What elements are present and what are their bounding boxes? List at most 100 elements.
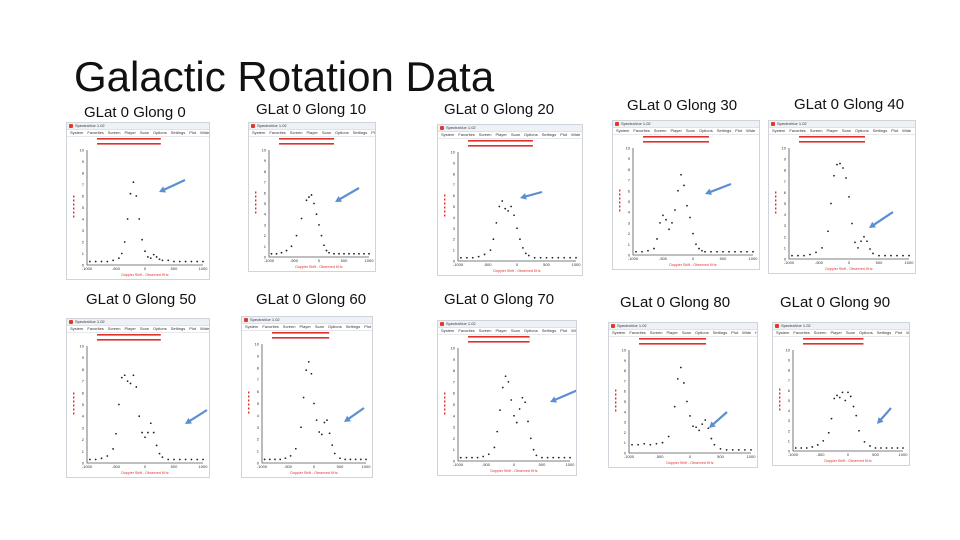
- menu-item[interactable]: Favorites: [629, 330, 646, 335]
- menu-item[interactable]: Favorites: [87, 130, 104, 135]
- menu-item[interactable]: Favorites: [793, 330, 810, 335]
- x-tick-label: 500: [543, 262, 550, 267]
- menu-item[interactable]: Player: [826, 128, 838, 133]
- menu-item[interactable]: Screen: [813, 330, 827, 335]
- menu-item[interactable]: Options: [334, 130, 349, 135]
- menu-item[interactable]: Scan: [321, 130, 331, 135]
- menu-item[interactable]: Wide: [902, 128, 912, 133]
- menu-item[interactable]: Scan: [510, 132, 520, 137]
- menu-item[interactable]: Scan: [681, 330, 691, 335]
- menu-item[interactable]: Player: [306, 130, 318, 135]
- menu-item[interactable]: Player: [299, 324, 311, 329]
- menu-item[interactable]: Player: [124, 326, 136, 331]
- menu-item[interactable]: Player: [124, 130, 136, 135]
- menu-item[interactable]: Screen: [653, 128, 667, 133]
- menu-item[interactable]: Wide: [742, 330, 752, 335]
- menu-item[interactable]: Screen: [809, 128, 823, 133]
- menu-item[interactable]: Settings: [170, 326, 186, 331]
- menu-item[interactable]: Wide: [746, 128, 756, 133]
- menu-item[interactable]: Wide: [200, 130, 210, 135]
- menu-item[interactable]: Help: [915, 128, 916, 133]
- menu-item[interactable]: Plot: [735, 128, 743, 133]
- menu-item[interactable]: Wide: [571, 328, 576, 333]
- menu-item[interactable]: Favorites: [262, 324, 279, 329]
- menu-item[interactable]: Screen: [107, 326, 121, 331]
- menu-item[interactable]: System: [616, 128, 630, 133]
- menu-item[interactable]: Plot: [560, 132, 568, 137]
- menu-item[interactable]: System: [70, 326, 84, 331]
- menu-item[interactable]: System: [70, 130, 84, 135]
- menu-item[interactable]: Screen: [649, 330, 663, 335]
- menu-item[interactable]: Screen: [289, 130, 303, 135]
- menu-item[interactable]: Favorites: [458, 132, 475, 137]
- menu-item[interactable]: Plot: [891, 128, 899, 133]
- y-tick-label: 5: [82, 205, 85, 210]
- menu-item[interactable]: Wide: [571, 132, 581, 137]
- menu-item[interactable]: Plot: [895, 330, 903, 335]
- menu-item[interactable]: Player: [670, 128, 682, 133]
- menu-item[interactable]: Player: [495, 132, 507, 137]
- menu-item[interactable]: Options: [698, 128, 713, 133]
- menu-item[interactable]: Scan: [139, 130, 149, 135]
- menu-item[interactable]: Scan: [510, 328, 520, 333]
- data-point: [489, 249, 492, 251]
- menu-item[interactable]: Options: [327, 324, 342, 329]
- menu-item[interactable]: System: [252, 130, 266, 135]
- menu-item[interactable]: Plot: [731, 330, 739, 335]
- menu-item[interactable]: Options: [694, 330, 709, 335]
- menu-item[interactable]: Settings: [876, 330, 892, 335]
- menu-item[interactable]: Plot: [364, 324, 372, 329]
- menu-item[interactable]: Player: [495, 328, 507, 333]
- menu-item[interactable]: Scan: [845, 330, 855, 335]
- menu-item[interactable]: Screen: [107, 130, 121, 135]
- menu-item[interactable]: Favorites: [87, 326, 104, 331]
- menu-item[interactable]: Plot: [371, 130, 375, 135]
- menu-item[interactable]: Settings: [352, 130, 368, 135]
- menu-item[interactable]: Settings: [712, 330, 728, 335]
- menu-item[interactable]: Favorites: [633, 128, 650, 133]
- menu-item[interactable]: Settings: [170, 130, 186, 135]
- menu-item[interactable]: Settings: [345, 324, 361, 329]
- menu-item[interactable]: Wide: [200, 326, 210, 331]
- menu-item[interactable]: System: [245, 324, 259, 329]
- menu-item[interactable]: Screen: [478, 132, 492, 137]
- menu-item[interactable]: Scan: [314, 324, 324, 329]
- menu-item[interactable]: Options: [858, 330, 873, 335]
- menu-item[interactable]: Plot: [189, 326, 197, 331]
- menu-item[interactable]: Plot: [560, 328, 568, 333]
- axis-lines: [261, 344, 366, 464]
- menu-item[interactable]: Plot: [189, 130, 197, 135]
- menu-item[interactable]: System: [612, 330, 626, 335]
- menu-item[interactable]: Settings: [541, 132, 557, 137]
- data-point: [284, 457, 287, 460]
- menu-item[interactable]: System: [772, 128, 786, 133]
- menu-item[interactable]: Options: [854, 128, 869, 133]
- menu-item[interactable]: Settings: [872, 128, 888, 133]
- menu-item[interactable]: Help: [759, 128, 760, 133]
- data-point: [498, 205, 501, 208]
- y-tick-label: 2: [624, 430, 627, 435]
- menu-item[interactable]: Options: [523, 132, 538, 137]
- menu-item[interactable]: System: [441, 132, 455, 137]
- menu-item[interactable]: Settings: [541, 328, 557, 333]
- menu-item[interactable]: Favorites: [789, 128, 806, 133]
- menu-item[interactable]: Scan: [841, 128, 851, 133]
- menu-item[interactable]: Scan: [139, 326, 149, 331]
- menu-item[interactable]: Player: [830, 330, 842, 335]
- menu-item[interactable]: System: [441, 328, 455, 333]
- menu-item[interactable]: System: [776, 330, 790, 335]
- menu-item[interactable]: Screen: [478, 328, 492, 333]
- panel-title: GLat 0 Glong 90: [780, 294, 891, 311]
- menu-item[interactable]: Favorites: [458, 328, 475, 333]
- menu-item[interactable]: Wide: [906, 330, 910, 335]
- menu-item[interactable]: Options: [152, 130, 167, 135]
- menu-item[interactable]: Screen: [282, 324, 296, 329]
- menu-item[interactable]: Options: [523, 328, 538, 333]
- menu-item[interactable]: Options: [152, 326, 167, 331]
- menu-item[interactable]: Player: [666, 330, 678, 335]
- menu-item[interactable]: Favorites: [269, 130, 286, 135]
- menu-item[interactable]: Scan: [685, 128, 695, 133]
- menu-item[interactable]: Settings: [716, 128, 732, 133]
- menu-item[interactable]: Help: [755, 330, 758, 335]
- y-tick-label: 10: [786, 348, 791, 353]
